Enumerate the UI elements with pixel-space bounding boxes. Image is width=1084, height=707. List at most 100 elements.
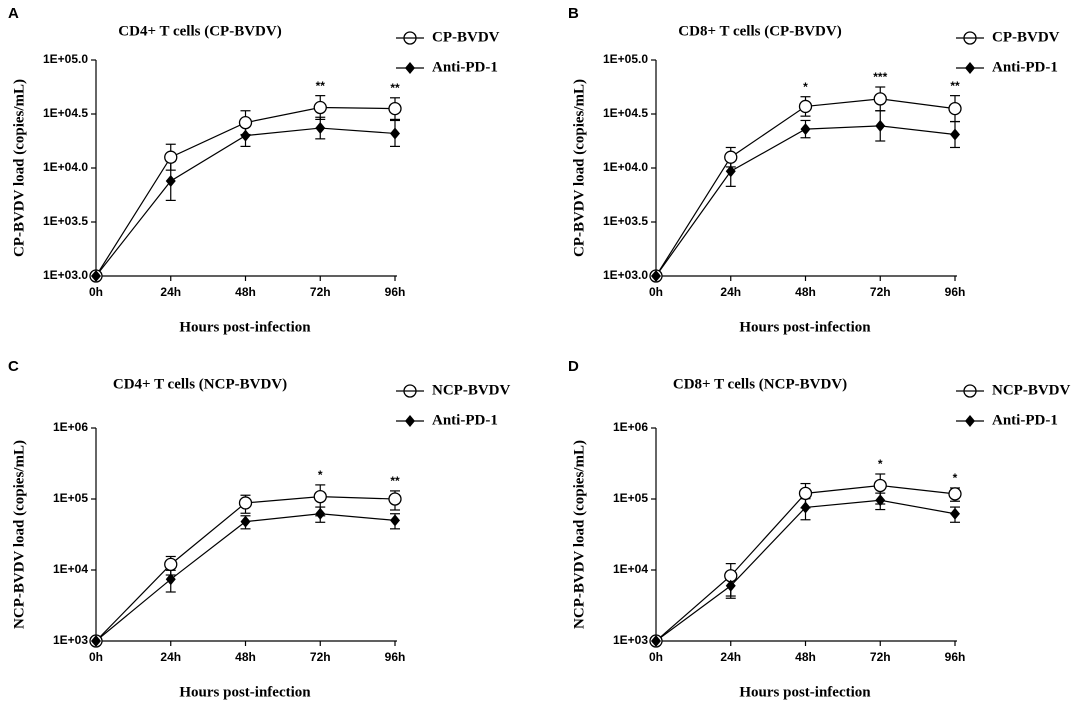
panel: A CD4+ T cells (CP-BVDV) Hours post-infect…: [8, 5, 500, 335]
x-tick-label: 72h: [870, 650, 891, 664]
marker: [798, 99, 813, 114]
x-tick-label: 24h: [720, 650, 741, 664]
y-tick-label: 1E+04: [613, 562, 648, 576]
y-axis-label: NCP-BVDV load (copies/mL): [11, 440, 27, 629]
x-axis-label: Hours post-infection: [179, 684, 311, 700]
marker: [873, 478, 887, 493]
y-tick-label: 1E+06: [613, 420, 648, 434]
marker: [165, 573, 176, 586]
marker: [800, 123, 811, 136]
marker: [950, 128, 960, 141]
chart-title: CD8+ T cells (CP-BVDV): [678, 23, 841, 39]
panel: D CD8+ T cells (NCP-BVDV) Hours post-infec…: [568, 358, 1070, 700]
chart-title: CD8+ T cells (NCP-BVDV): [673, 376, 847, 392]
y-tick-label: 1E+04.0: [603, 160, 648, 174]
y-axis-label: NCP-BVDV load (copies/mL): [571, 440, 587, 629]
panel-label: B: [568, 5, 579, 22]
marker: [388, 101, 402, 116]
x-tick-label: 96h: [945, 650, 966, 664]
chart-title: CD4+ T cells (NCP-BVDV): [113, 376, 287, 392]
marker: [315, 507, 326, 520]
legend-label: NCP-BVDV: [992, 382, 1070, 398]
panel: C CD4+ T cells (NCP-BVDV) Hours post-infec…: [8, 358, 510, 700]
x-tick-label: 48h: [235, 285, 256, 299]
significance: *: [953, 471, 958, 485]
x-tick-label: 24h: [720, 285, 741, 299]
significance: **: [390, 81, 400, 95]
marker: [724, 150, 738, 164]
significance: *: [318, 468, 323, 482]
legend-label: Anti-PD-1: [992, 412, 1058, 428]
y-axis-label: CP-BVDV load (copies/mL): [571, 79, 587, 257]
series-line: [655, 125, 956, 277]
x-tick-label: 72h: [310, 650, 331, 664]
legend-label: NCP-BVDV: [432, 382, 510, 398]
legend-label: CP-BVDV: [432, 29, 500, 45]
x-tick-label: 72h: [870, 285, 891, 299]
series-line: [95, 513, 396, 642]
y-tick-label: 1E+05.0: [603, 52, 648, 66]
x-tick-label: 96h: [385, 650, 406, 664]
marker: [651, 635, 661, 647]
significance: ***: [873, 70, 887, 84]
marker: [948, 101, 962, 116]
significance: *: [803, 80, 808, 94]
y-tick-label: 1E+04.0: [43, 160, 88, 174]
series-line: [655, 499, 956, 642]
marker: [165, 174, 176, 187]
y-tick-label: 1E+05.0: [43, 52, 88, 66]
marker: [240, 515, 251, 528]
marker: [873, 92, 887, 106]
x-tick-label: 48h: [795, 650, 816, 664]
marker: [240, 129, 251, 142]
y-tick-label: 1E+03: [613, 633, 648, 647]
x-tick-label: 0h: [649, 285, 663, 299]
marker: [164, 557, 178, 572]
significance: **: [390, 474, 400, 488]
panel-label: D: [568, 358, 579, 375]
legend-label: Anti-PD-1: [432, 412, 498, 428]
x-axis-label: Hours post-infection: [179, 319, 311, 335]
marker: [388, 492, 402, 506]
y-tick-label: 1E+03.5: [603, 214, 648, 228]
y-tick-label: 1E+03.0: [603, 268, 648, 282]
panel-label: A: [8, 5, 19, 22]
marker: [91, 635, 101, 647]
marker: [798, 486, 813, 501]
marker: [725, 579, 736, 592]
marker: [313, 100, 327, 115]
significance: **: [316, 79, 326, 93]
y-tick-label: 1E+05: [53, 491, 88, 505]
marker: [315, 122, 326, 135]
y-tick-label: 1E+04.5: [603, 106, 648, 120]
marker: [950, 507, 960, 520]
y-tick-label: 1E+03: [53, 633, 88, 647]
panel-label: C: [8, 358, 19, 375]
y-tick-label: 1E+06: [53, 420, 88, 434]
x-tick-label: 0h: [649, 650, 663, 664]
marker: [725, 165, 736, 178]
x-tick-label: 0h: [89, 285, 103, 299]
x-tick-label: 48h: [795, 285, 816, 299]
marker: [875, 494, 886, 507]
marker: [948, 487, 962, 501]
chart-title: CD4+ T cells (CP-BVDV): [118, 23, 281, 39]
panel: B CD8+ T cells (CP-BVDV) Hours post-infect…: [568, 5, 1060, 335]
marker: [238, 115, 253, 130]
x-tick-label: 24h: [160, 285, 181, 299]
y-axis-label: CP-BVDV load (copies/mL): [11, 79, 27, 257]
significance: **: [950, 79, 960, 93]
y-tick-label: 1E+05: [613, 491, 648, 505]
marker: [313, 489, 327, 504]
x-tick-label: 96h: [945, 285, 966, 299]
legend-label: CP-BVDV: [992, 29, 1060, 45]
marker: [875, 119, 886, 132]
marker: [800, 501, 811, 514]
legend-label: Anti-PD-1: [992, 59, 1058, 75]
y-tick-label: 1E+04: [53, 562, 88, 576]
legend-label: Anti-PD-1: [432, 59, 498, 75]
x-axis-label: Hours post-infection: [739, 684, 871, 700]
marker: [164, 150, 178, 164]
significance: *: [878, 457, 883, 471]
series-line: [95, 127, 396, 277]
